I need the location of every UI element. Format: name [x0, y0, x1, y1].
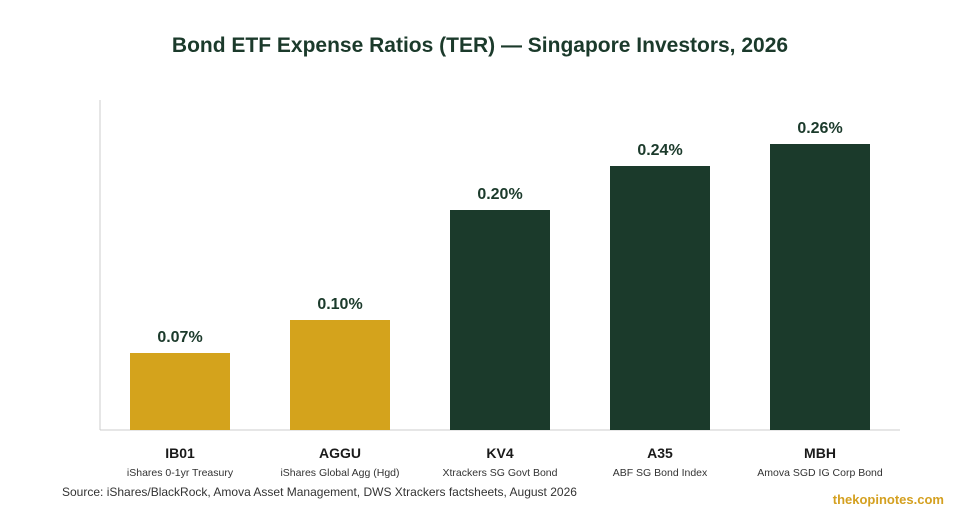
x-tick-label: IB01	[165, 445, 195, 461]
value-label: 0.10%	[317, 296, 362, 313]
x-tick-sublabel: iShares 0-1yr Treasury	[127, 467, 234, 479]
bar-mbh	[770, 144, 870, 430]
watermark-logo: thekopinotes.com	[832, 492, 944, 507]
value-label: 0.24%	[637, 142, 682, 159]
x-tick-label: MBH	[804, 445, 836, 461]
value-label: 0.20%	[477, 186, 522, 203]
source-note: Source: iShares/BlackRock, Amova Asset M…	[62, 485, 577, 499]
bar-aggu	[290, 320, 390, 430]
x-tick-sublabel: Xtrackers SG Govt Bond	[443, 467, 558, 479]
x-tick-sublabel: Amova SGD IG Corp Bond	[757, 467, 883, 479]
x-tick-sublabel: ABF SG Bond Index	[613, 467, 708, 479]
x-tick-label: AGGU	[319, 445, 361, 461]
x-tick-sublabel: iShares Global Agg (Hgd)	[280, 467, 399, 479]
bar-a35	[610, 166, 710, 430]
bar-kv4	[450, 210, 550, 430]
value-label: 0.26%	[797, 120, 842, 137]
x-tick-label: A35	[647, 445, 673, 461]
chart-title: Bond ETF Expense Ratios (TER) — Singapor…	[171, 34, 789, 57]
value-label: 0.07%	[157, 329, 202, 346]
bars-group: 0.07% IB01 iShares 0-1yr Treasury 0.10% AGGU…	[127, 120, 883, 479]
x-tick-label: KV4	[486, 445, 513, 461]
bar-ib01	[130, 353, 230, 430]
